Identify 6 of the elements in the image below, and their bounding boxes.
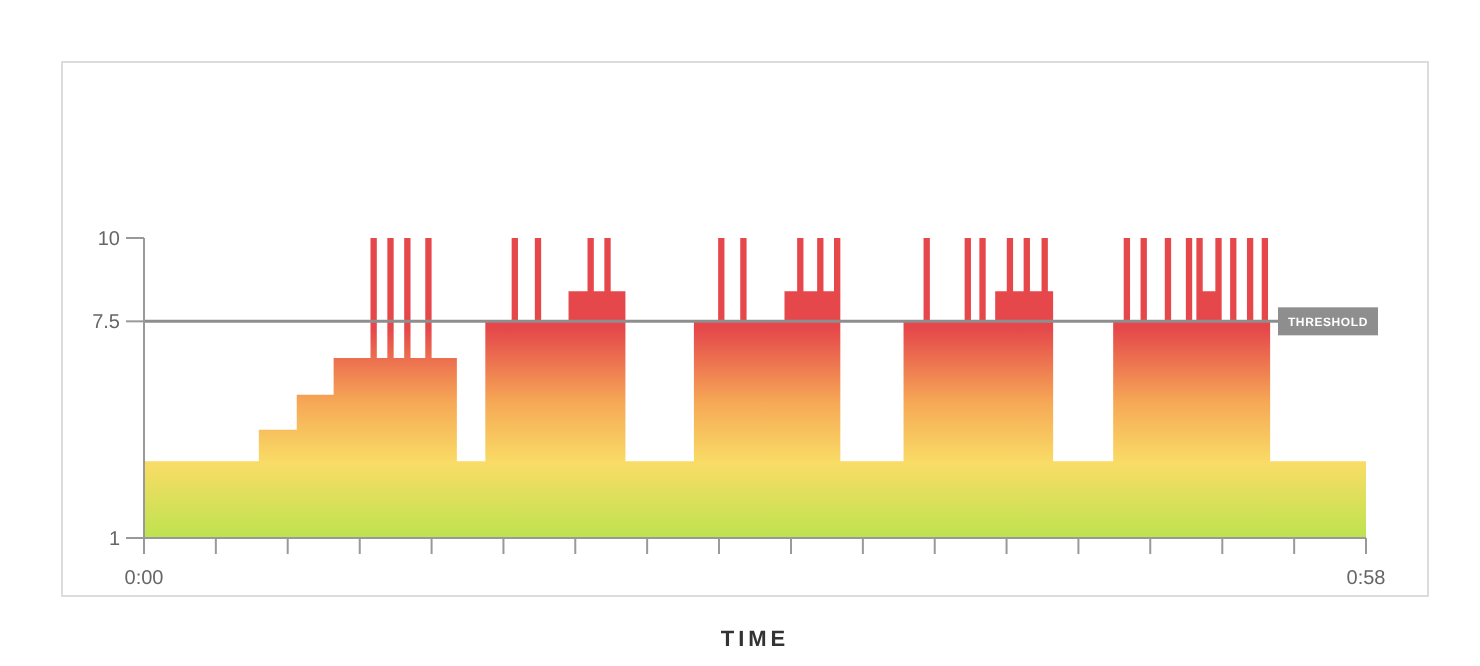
- x-tick-label: 0:58: [1346, 568, 1387, 590]
- x-axis-title: TIME: [720, 628, 790, 652]
- y-tick-label: 1: [108, 529, 121, 551]
- x-tick-label: 0:00: [124, 568, 165, 590]
- y-tick-label: 10: [97, 229, 121, 251]
- y-tick-label: 7.5: [92, 312, 121, 335]
